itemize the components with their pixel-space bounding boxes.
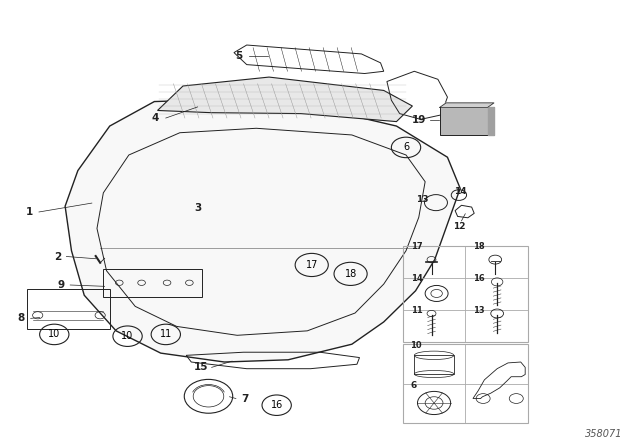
Text: 18: 18 (473, 242, 484, 251)
Text: 6: 6 (403, 142, 409, 152)
Text: 10: 10 (122, 331, 134, 341)
Text: 14: 14 (411, 274, 423, 283)
Text: 13: 13 (416, 195, 428, 204)
Text: 9: 9 (57, 280, 64, 290)
Polygon shape (65, 99, 460, 362)
Text: 8: 8 (17, 314, 24, 323)
Text: 6: 6 (410, 381, 417, 390)
Text: 16: 16 (271, 400, 283, 410)
Text: 5: 5 (235, 51, 242, 61)
Polygon shape (440, 103, 494, 108)
Text: 19: 19 (412, 115, 427, 125)
Polygon shape (488, 108, 494, 135)
Bar (414, 355, 454, 374)
Text: 17: 17 (305, 260, 318, 270)
Text: 1: 1 (26, 207, 33, 217)
Text: 3: 3 (194, 203, 201, 213)
Text: 7: 7 (241, 393, 248, 404)
Text: 2: 2 (54, 251, 61, 262)
Bar (103, 268, 202, 297)
Text: 17: 17 (411, 242, 423, 251)
Bar (27, 289, 109, 329)
Text: 13: 13 (473, 306, 484, 314)
Text: 14: 14 (454, 187, 467, 196)
Text: 11: 11 (159, 329, 172, 340)
Text: 358071: 358071 (585, 429, 623, 439)
Text: 10: 10 (410, 341, 422, 350)
Polygon shape (157, 77, 412, 121)
Text: 12: 12 (452, 222, 465, 231)
Bar (403, 344, 528, 423)
Text: 4: 4 (152, 113, 159, 123)
Text: 11: 11 (411, 306, 423, 314)
Bar (440, 108, 494, 135)
Text: 16: 16 (473, 274, 484, 283)
Text: 15: 15 (193, 362, 208, 372)
Text: 10: 10 (48, 329, 60, 340)
Bar (403, 246, 528, 342)
Text: 18: 18 (344, 269, 356, 279)
